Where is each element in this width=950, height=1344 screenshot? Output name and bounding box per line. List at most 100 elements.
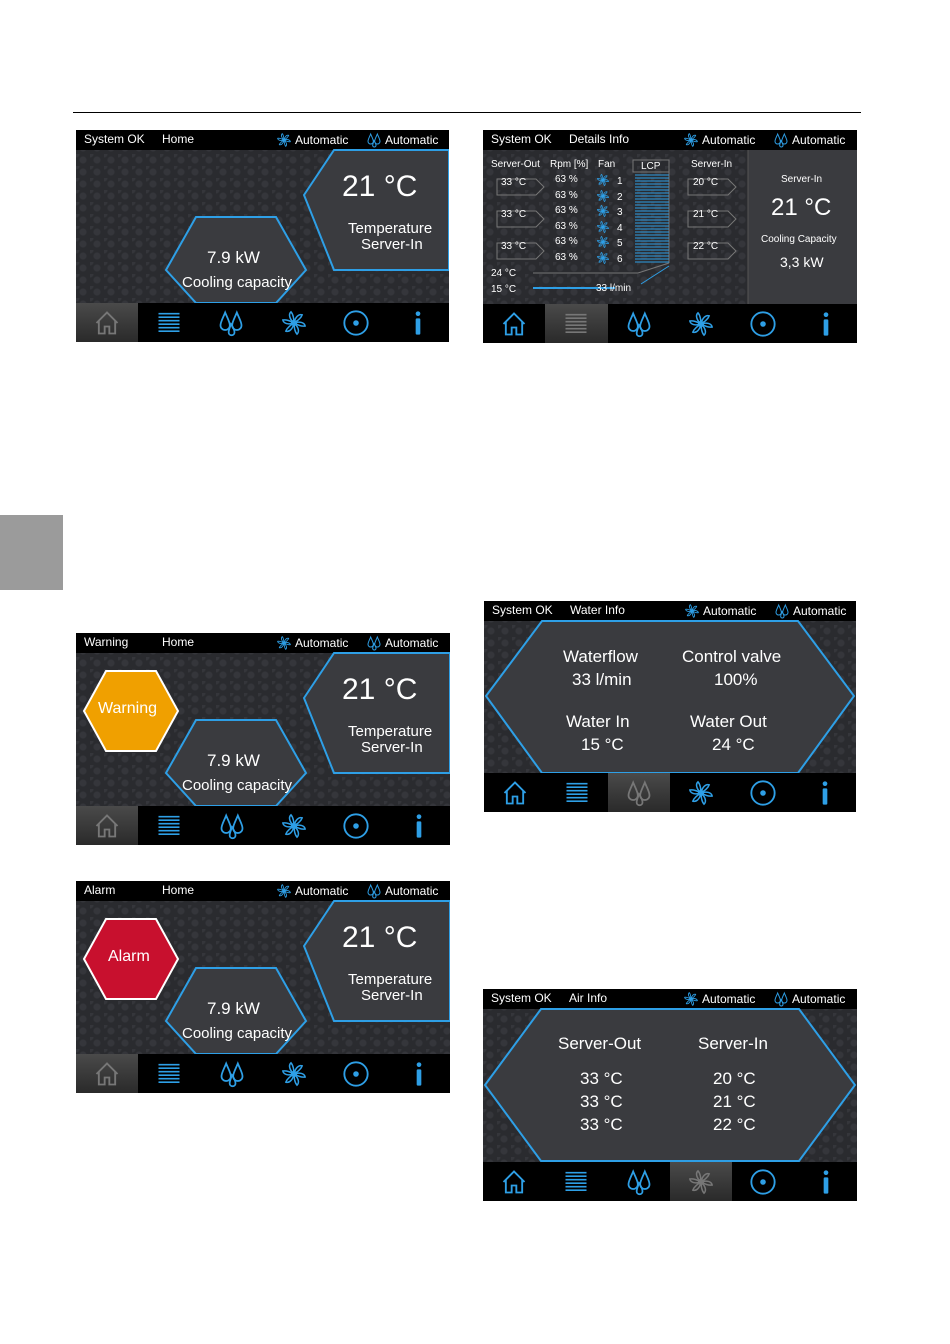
water-mode-indicator[interactable]: Automatic xyxy=(774,603,846,619)
nav-water-drops-button[interactable] xyxy=(608,773,670,812)
right-title: Server-In xyxy=(781,174,823,185)
nav-target-button[interactable] xyxy=(325,303,387,342)
temperature-sublabel: Server-In xyxy=(361,987,423,1004)
water-mode-indicator[interactable]: Automatic xyxy=(366,132,438,148)
fan-icon xyxy=(684,603,700,619)
list-icon xyxy=(562,1168,590,1196)
nav-list-button[interactable] xyxy=(546,773,608,812)
fan-mode-label: Automatic xyxy=(295,133,349,147)
waterflow-value: 33 l/min xyxy=(572,670,632,689)
fan-rpm-3: 63 % xyxy=(555,205,578,217)
nav-list-button[interactable] xyxy=(138,1054,200,1093)
nav-info-button[interactable] xyxy=(795,1162,857,1201)
nav-water-drops-button[interactable] xyxy=(608,304,670,343)
nav-list-button[interactable] xyxy=(138,806,200,845)
status-text: Warning xyxy=(84,635,129,649)
nav-target-button[interactable] xyxy=(732,1162,794,1201)
right-capacity-label: Cooling Capacity xyxy=(761,234,837,245)
nav-home-button[interactable] xyxy=(76,1054,139,1093)
flow-value: 33 l/min xyxy=(596,283,632,294)
nav-target-button[interactable] xyxy=(732,773,794,812)
server-in-value-2: 21 °C xyxy=(713,1092,756,1111)
nav-info-button[interactable] xyxy=(388,1054,450,1093)
fan-mode-indicator[interactable]: Automatic xyxy=(683,991,755,1007)
screen-home-warning: Warning Home Automatic Automatic Warning… xyxy=(76,633,450,845)
header-server-in: Server-In xyxy=(691,159,733,170)
nav-home-button[interactable] xyxy=(483,1162,545,1201)
fan-rpm-1: 63 % xyxy=(555,174,578,185)
water-mode-label: Automatic xyxy=(792,992,846,1006)
water-in-label: Water In xyxy=(566,712,630,731)
nav-fan-button[interactable] xyxy=(263,1054,325,1093)
nav-target-button[interactable] xyxy=(325,806,387,845)
fan-icon xyxy=(596,235,610,252)
nav-water-drops-button[interactable] xyxy=(200,303,262,342)
nav-list-button[interactable] xyxy=(545,1162,607,1201)
water-drops-icon xyxy=(625,779,653,807)
server-out-value-1: 33 °C xyxy=(580,1069,623,1088)
fan-mode-label: Automatic xyxy=(703,604,757,618)
water-mode-indicator[interactable]: Automatic xyxy=(366,635,438,651)
target-icon xyxy=(342,309,370,337)
water-mode-indicator[interactable]: Automatic xyxy=(773,991,845,1007)
water-drops-icon xyxy=(773,991,789,1007)
nav-target-button[interactable] xyxy=(732,304,794,343)
fan-icon xyxy=(596,220,610,237)
server-out-temp-3: 33 °C xyxy=(501,241,527,252)
nav-info-button[interactable] xyxy=(388,806,450,845)
nav-home-button[interactable] xyxy=(483,304,545,343)
temperature-label: Temperature xyxy=(348,971,433,988)
nav-water-drops-button[interactable] xyxy=(608,1162,670,1201)
nav-fan-button[interactable] xyxy=(669,1162,733,1201)
temperature-label: Temperature xyxy=(348,723,433,740)
alarm-badge-shape xyxy=(82,918,180,1000)
details-diagram xyxy=(496,150,857,304)
water-out-value: 24 °C xyxy=(712,735,755,754)
status-text: Alarm xyxy=(84,883,116,897)
info-icon xyxy=(405,1060,433,1088)
header-server-out: Server-Out xyxy=(491,159,540,170)
nav-list-button[interactable] xyxy=(545,304,608,343)
info-icon xyxy=(812,310,840,338)
target-icon xyxy=(342,1060,370,1088)
nav-home-button[interactable] xyxy=(484,773,546,812)
nav-home-button[interactable] xyxy=(76,303,139,342)
nav-fan-button[interactable] xyxy=(670,773,732,812)
water-mode-indicator[interactable]: Automatic xyxy=(773,132,845,148)
nav-water-drops-button[interactable] xyxy=(201,1054,263,1093)
nav-water-drops-button[interactable] xyxy=(201,806,263,845)
server-out-label: Server-Out xyxy=(558,1034,642,1053)
list-icon xyxy=(563,779,591,807)
fan-mode-indicator[interactable]: Automatic xyxy=(276,132,348,148)
nav-home-button[interactable] xyxy=(76,806,139,845)
info-icon xyxy=(405,812,433,840)
list-icon xyxy=(155,1060,183,1088)
water-drops-icon xyxy=(366,883,382,899)
fan-mode-indicator[interactable]: Automatic xyxy=(276,635,348,651)
fan-rpm-5: 63 % xyxy=(555,236,578,248)
alarm-badge[interactable]: Alarm xyxy=(108,948,150,965)
fan-mode-label: Automatic xyxy=(295,636,349,650)
warning-badge[interactable]: Warning xyxy=(98,700,157,717)
nav-fan-button[interactable] xyxy=(263,806,325,845)
fan-mode-indicator[interactable]: Automatic xyxy=(276,883,348,899)
nav-target-button[interactable] xyxy=(325,1054,387,1093)
server-out-temp-2: 33 °C xyxy=(501,209,527,220)
fan-mode-indicator[interactable]: Automatic xyxy=(683,132,755,148)
header-rule xyxy=(73,112,861,113)
water-mode-indicator[interactable]: Automatic xyxy=(366,883,438,899)
home-icon xyxy=(500,310,528,338)
nav-info-button[interactable] xyxy=(794,773,856,812)
fan-icon xyxy=(596,173,610,190)
nav-info-button[interactable] xyxy=(795,304,857,343)
water-drops-icon xyxy=(366,132,382,148)
nav-info-button[interactable] xyxy=(387,303,449,342)
target-icon xyxy=(342,812,370,840)
water-drops-icon xyxy=(625,1168,653,1196)
fan-mode-indicator[interactable]: Automatic xyxy=(684,603,756,619)
nav-list-button[interactable] xyxy=(138,303,200,342)
nav-fan-button[interactable] xyxy=(670,304,732,343)
screen-water-info: System OK Water Info Automatic Automatic… xyxy=(484,601,856,812)
nav-fan-button[interactable] xyxy=(263,303,325,342)
fan-icon xyxy=(596,251,610,268)
